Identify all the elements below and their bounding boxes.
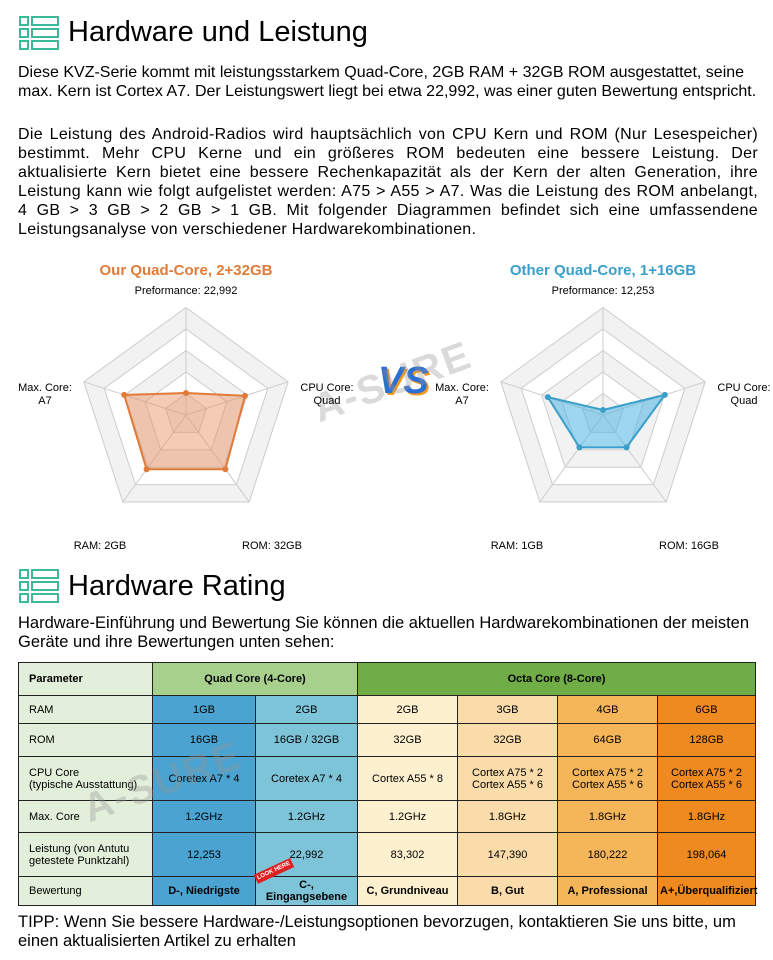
radar-point xyxy=(143,466,150,473)
table-cell: Coretex A7 * 4 xyxy=(152,756,256,801)
radar-label: ROM: 32GB xyxy=(242,540,302,552)
radar-label: RAM: 2GB xyxy=(73,540,127,552)
table-cell: 180,222 xyxy=(557,832,658,877)
radar-area xyxy=(83,306,706,503)
table-cell: 1GB xyxy=(152,695,256,724)
header-row: Parameter Quad Core (4-Core) Octa Core (8-… xyxy=(18,662,757,696)
table-cell: 12,253 xyxy=(152,832,256,877)
header-cell: Octa Core (8-Core) xyxy=(356,662,757,696)
radar-label: Preformance: 12,253 xyxy=(551,285,655,297)
table-cell: Cortex A55 * 8 xyxy=(357,756,458,801)
header-cell: Quad Core (4-Core) xyxy=(152,662,358,696)
table-cell: 3GB xyxy=(457,695,558,724)
radar-label: ROM: 16GB xyxy=(659,540,719,552)
radar-point xyxy=(600,407,606,413)
vs: VS xyxy=(378,360,429,402)
paragraph: Die Leistung des Android-Radios wird hau… xyxy=(18,126,758,238)
table-cell: ROM xyxy=(18,723,153,757)
radar-spoke xyxy=(84,381,187,416)
table-cell: C-, Eingangsebene xyxy=(255,876,358,906)
table-cell: Cortex A75 * 2 Cortex A55 * 6 xyxy=(557,756,658,801)
table-cell: A, Professional xyxy=(557,876,658,906)
radar-title: Other Quad-Core, 1+16GB xyxy=(509,262,697,279)
table-row: Bewertung D-, Niedrigste C-, Eingangsebene… xyxy=(18,876,758,906)
radar-spoke xyxy=(185,381,288,416)
radar-label: CPU Core: Quad xyxy=(717,382,771,407)
table-cell: Cortex A75 * 2 Cortex A55 * 6 xyxy=(457,756,558,801)
table-row: Max. Core 1.2GHz 1.2GHz 1.2GHz 1.8GHz 1.8GHz 1… xyxy=(18,800,757,833)
table-cell: 1.8GHz xyxy=(457,800,558,833)
table-row: Leistung (von Antutu getestete Punktzahl… xyxy=(18,832,757,877)
table-cell: Max. Core xyxy=(18,800,153,833)
table-cell: Coretex A7 * 4 xyxy=(255,756,358,801)
paragraph: Diese KVZ-Serie kommt mit leistungsstark… xyxy=(18,64,757,100)
radar-point xyxy=(183,390,189,396)
table-cell: D-, Niedrigste xyxy=(152,876,256,906)
radar-label: RAM: 1GB xyxy=(490,540,544,552)
table-cell: Leistung (von Antutu getestete Punktzahl… xyxy=(18,832,153,877)
table-cell: B, Gut xyxy=(457,876,558,906)
table-cell: A+,Überqualifiziert xyxy=(656,876,758,906)
table-cell: 1.2GHz xyxy=(357,800,458,833)
rating-table: Parameter Quad Core (4-Core) Octa Core (8-… xyxy=(18,662,758,906)
table-row: CPU Core (typische Ausstattung) Coretex A… xyxy=(18,756,757,801)
table-cell: Cortex A75 * 2 Cortex A55 * 6 xyxy=(656,756,757,801)
table-cell: Bewertung xyxy=(18,876,153,906)
table-cell: 128GB xyxy=(656,723,757,757)
radar-point xyxy=(661,391,668,398)
radar-label: Max. Core: A7 xyxy=(18,382,72,407)
table-cell: 1.2GHz xyxy=(255,800,358,833)
radar-shape xyxy=(545,393,668,449)
table-cell: 1.2GHz xyxy=(152,800,256,833)
radar-point xyxy=(623,444,630,451)
radar-label: Max. Core: A7 xyxy=(435,382,489,407)
table-cell: 16GB / 32GB xyxy=(255,723,358,757)
table-cell: 83,302 xyxy=(357,832,458,877)
radar-point xyxy=(222,466,229,473)
table-cell: 32GB xyxy=(357,723,458,757)
radar-spoke xyxy=(185,414,250,502)
table-row: ROM 16GB 16GB / 32GB 32GB 32GB 64GB 128GB xyxy=(18,723,757,757)
table-cell: 1.8GHz xyxy=(557,800,658,833)
table-cell: 1.8GHz xyxy=(656,800,757,833)
tip: TIPP: Wenn Sie bessere Hardware-/Leistun… xyxy=(18,913,736,950)
heading: Hardware Rating xyxy=(68,570,286,602)
paragraph: Hardware-Einführung und Bewertung Sie kö… xyxy=(18,614,750,651)
radar-spoke xyxy=(122,414,187,502)
table-cell: 2GB xyxy=(357,695,458,724)
radar-point xyxy=(544,394,551,401)
heading: Hardware und Leistung xyxy=(68,16,368,48)
table-cell: 4GB xyxy=(557,695,658,724)
header-cell: Parameter xyxy=(18,662,153,696)
table-cell: 198,064 xyxy=(656,832,757,877)
table-cell: RAM xyxy=(18,695,153,724)
radar-point xyxy=(121,391,128,398)
radar-label: CPU Core: Quad xyxy=(300,382,354,407)
table-cell: C, Grundniveau xyxy=(357,876,458,906)
radar-title: Our Quad-Core, 2+32GB xyxy=(99,262,273,279)
table-cell: CPU Core (typische Ausstattung) xyxy=(18,756,153,801)
icon xyxy=(19,16,59,50)
table-cell: 2GB xyxy=(255,695,358,724)
table-row: RAM 1GB 2GB 2GB 3GB 4GB 6GB xyxy=(18,695,757,724)
radar-point xyxy=(576,444,583,451)
table-cell: 64GB xyxy=(557,723,658,757)
radar-shape xyxy=(122,391,247,471)
radar-label: Preformance: 22,992 xyxy=(134,285,238,297)
radar-point xyxy=(241,392,248,399)
icon xyxy=(19,569,59,603)
table-cell: 32GB xyxy=(457,723,558,757)
table-cell: 6GB xyxy=(656,695,757,724)
table-cell: 147,390 xyxy=(457,832,558,877)
